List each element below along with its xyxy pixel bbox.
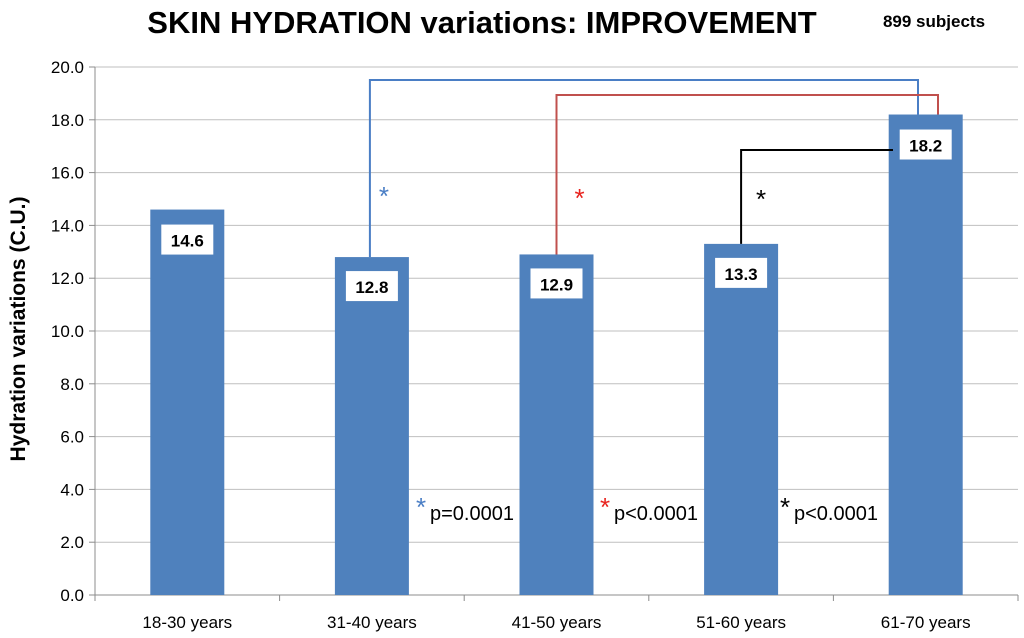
y-tick-label: 8.0 <box>60 375 84 394</box>
x-tick-label: 51-60 years <box>696 613 786 632</box>
significance-star: * <box>574 183 584 213</box>
data-label: 12.8 <box>355 278 388 297</box>
x-tick-label: 18-30 years <box>142 613 232 632</box>
data-labels: 14.6 12.8 12.9 13.3 18.2 <box>161 129 952 302</box>
y-axis-label: Hydration variations (C.U.) <box>7 197 30 462</box>
y-tick-label: 2.0 <box>60 533 84 552</box>
y-tick-label: 12.0 <box>51 269 84 288</box>
bar <box>334 257 409 595</box>
significance-bracket <box>368 79 919 258</box>
footnote-star: * <box>416 492 426 522</box>
data-label-box <box>161 224 214 255</box>
bar <box>888 114 963 596</box>
p-value-label: p<0.0001 <box>614 503 698 525</box>
y-tick-label: 14.0 <box>51 216 84 235</box>
significance-bracket <box>555 94 939 255</box>
x-tick-label: 61-70 years <box>881 613 971 632</box>
chart-title: SKIN HYDRATION variations: IMPROVEMENT <box>147 5 817 40</box>
data-label-box <box>715 257 768 288</box>
data-label-box <box>899 129 952 160</box>
significance-brackets: ** p=0.0001** p<0.0001** p<0.0001 <box>368 79 939 525</box>
bar <box>519 254 594 595</box>
y-tick-label: 20.0 <box>51 58 84 77</box>
data-label: 14.6 <box>171 232 204 251</box>
footnote-star: * <box>600 492 610 522</box>
p-value-label: p<0.0001 <box>794 503 878 525</box>
footnote-star: * <box>780 492 790 522</box>
p-value-label: p=0.0001 <box>430 503 514 525</box>
chart-subtitle: 899 subjects <box>883 12 985 31</box>
data-label-box <box>345 271 398 302</box>
y-tick-label: 16.0 <box>51 164 84 183</box>
bar <box>704 243 779 595</box>
significance-star: * <box>756 184 766 214</box>
bar <box>150 209 225 595</box>
y-tick-label: 10.0 <box>51 322 84 341</box>
y-tick-label: 0.0 <box>60 586 84 605</box>
x-tick-label: 31-40 years <box>327 613 417 632</box>
y-tick-label: 6.0 <box>60 428 84 447</box>
significance-bracket <box>740 149 893 244</box>
data-label: 13.3 <box>725 265 758 284</box>
data-label-box <box>530 268 583 299</box>
y-tick-label: 4.0 <box>60 480 84 499</box>
significance-star: * <box>379 181 389 211</box>
y-tick-label: 18.0 <box>51 111 84 130</box>
data-label: 18.2 <box>909 137 942 156</box>
data-label: 12.9 <box>540 275 573 294</box>
bars <box>150 114 963 596</box>
x-tick-label: 41-50 years <box>512 613 602 632</box>
